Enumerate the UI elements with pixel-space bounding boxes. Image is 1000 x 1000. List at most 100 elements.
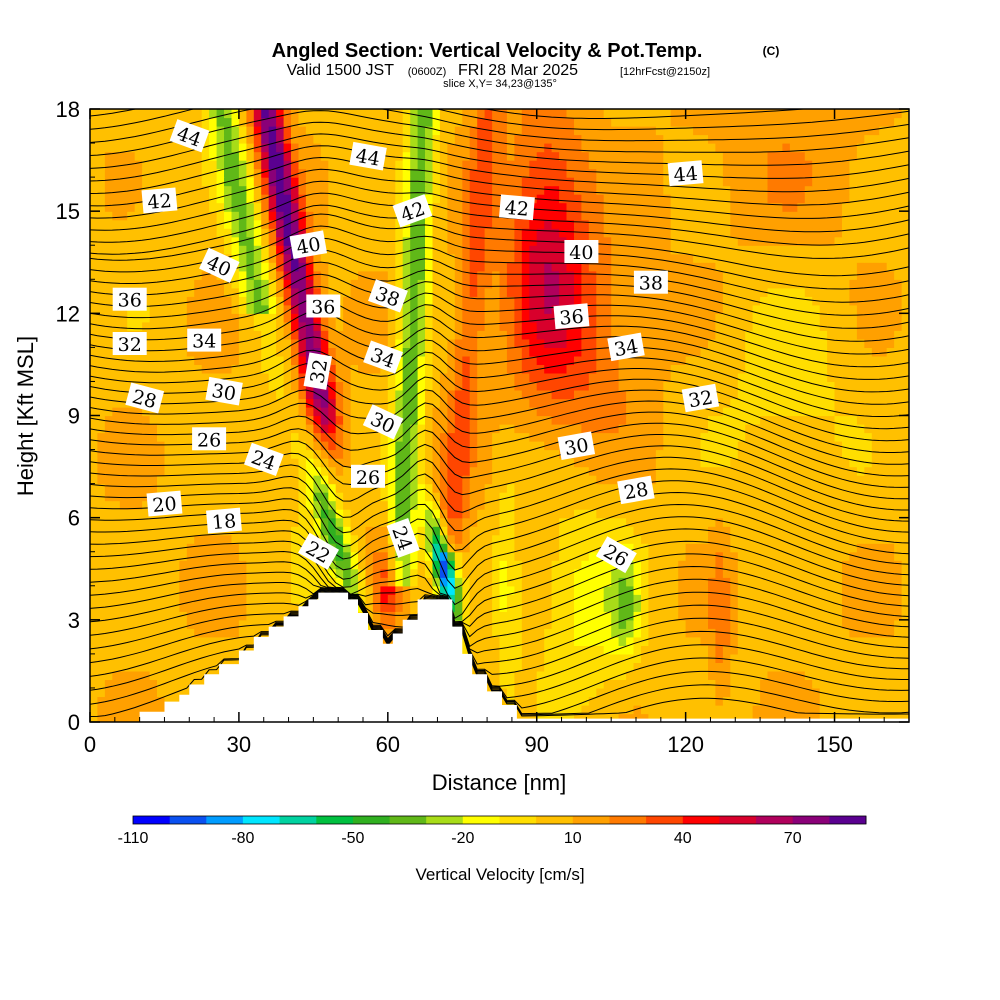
velocity-cell <box>767 551 776 561</box>
velocity-cell <box>655 390 664 400</box>
velocity-cell <box>119 636 128 646</box>
velocity-cell <box>171 568 180 578</box>
velocity-cell <box>648 560 657 570</box>
velocity-cell <box>298 458 307 468</box>
velocity-cell <box>737 670 746 680</box>
velocity-cell <box>276 602 285 612</box>
velocity-cell <box>730 432 739 442</box>
velocity-cell <box>670 628 679 638</box>
velocity-cell <box>201 355 210 365</box>
velocity-cell <box>611 449 620 459</box>
velocity-cell <box>358 364 366 374</box>
velocity-cell <box>454 543 463 553</box>
velocity-cell <box>588 705 597 715</box>
velocity-cell <box>700 509 709 519</box>
velocity-cell <box>775 551 783 561</box>
velocity-cell <box>112 441 121 451</box>
velocity-cell <box>752 449 761 459</box>
velocity-cell <box>618 432 627 442</box>
velocity-cell <box>536 466 545 476</box>
velocity-cell <box>827 432 836 442</box>
velocity-cell <box>529 398 538 408</box>
velocity-cell <box>536 526 545 536</box>
velocity-cell <box>685 381 694 391</box>
velocity-cell <box>209 500 218 510</box>
velocity-cell <box>603 585 612 595</box>
velocity-cell <box>410 449 419 459</box>
velocity-cell <box>231 568 240 578</box>
velocity-cell <box>142 449 151 459</box>
velocity-cell <box>194 466 203 476</box>
velocity-cell <box>566 713 575 722</box>
velocity-cell <box>588 534 597 544</box>
velocity-cell <box>730 338 739 348</box>
velocity-cell <box>588 619 597 629</box>
velocity-cell <box>417 364 426 374</box>
velocity-cell <box>492 585 501 595</box>
velocity-cell <box>350 509 359 519</box>
velocity-cell <box>454 517 463 527</box>
velocity-cell <box>536 449 545 459</box>
velocity-cell <box>253 560 262 570</box>
velocity-cell <box>134 458 143 468</box>
velocity-cell <box>492 415 501 425</box>
velocity-cell <box>134 696 143 706</box>
velocity-cell <box>663 458 672 468</box>
velocity-cell <box>588 347 597 357</box>
velocity-cell <box>670 338 679 348</box>
velocity-cell <box>789 662 798 672</box>
velocity-cell <box>402 449 411 459</box>
velocity-cell <box>574 662 582 672</box>
velocity-cell <box>536 534 545 544</box>
velocity-cell <box>149 458 158 468</box>
velocity-cell <box>529 619 538 629</box>
velocity-cell <box>127 500 136 510</box>
velocity-cell <box>901 705 909 715</box>
velocity-cell <box>789 611 798 621</box>
velocity-cell <box>350 577 359 587</box>
velocity-cell <box>551 441 560 451</box>
velocity-cell <box>201 534 210 544</box>
velocity-cell <box>179 560 188 570</box>
velocity-cell <box>879 645 888 655</box>
velocity-cell <box>521 636 530 646</box>
velocity-cell <box>782 458 791 468</box>
velocity-cell <box>611 619 620 629</box>
velocity-cell <box>551 475 560 485</box>
velocity-cell <box>670 509 679 519</box>
velocity-cell <box>678 687 687 697</box>
velocity-cell <box>499 364 508 374</box>
velocity-cell <box>343 381 352 391</box>
velocity-cell <box>789 424 798 434</box>
velocity-cell <box>819 449 828 459</box>
velocity-cell <box>849 407 858 417</box>
velocity-cell <box>447 432 456 442</box>
velocity-cell <box>708 449 716 459</box>
velocity-cell <box>179 424 188 434</box>
velocity-cell <box>655 475 664 485</box>
velocity-cell <box>291 355 299 365</box>
velocity-cell <box>856 551 865 561</box>
velocity-cell <box>581 381 590 391</box>
velocity-cell <box>216 619 225 629</box>
velocity-cell <box>350 526 359 536</box>
velocity-cell <box>521 500 530 510</box>
velocity-cell <box>514 407 523 417</box>
velocity-cell <box>812 364 821 374</box>
velocity-cell <box>395 577 404 587</box>
velocity-cell <box>886 372 895 382</box>
velocity-cell <box>551 458 560 468</box>
velocity-cell <box>536 415 545 425</box>
velocity-cell <box>439 355 448 365</box>
velocity-cell <box>879 381 888 391</box>
velocity-cell <box>685 611 694 621</box>
velocity-cell <box>358 551 366 561</box>
velocity-cell <box>670 577 679 587</box>
velocity-cell <box>186 509 195 519</box>
velocity-cell <box>492 424 501 434</box>
velocity-cell <box>901 441 909 451</box>
velocity-cell <box>722 636 731 646</box>
velocity-cell <box>551 432 560 442</box>
velocity-cell <box>804 628 813 638</box>
